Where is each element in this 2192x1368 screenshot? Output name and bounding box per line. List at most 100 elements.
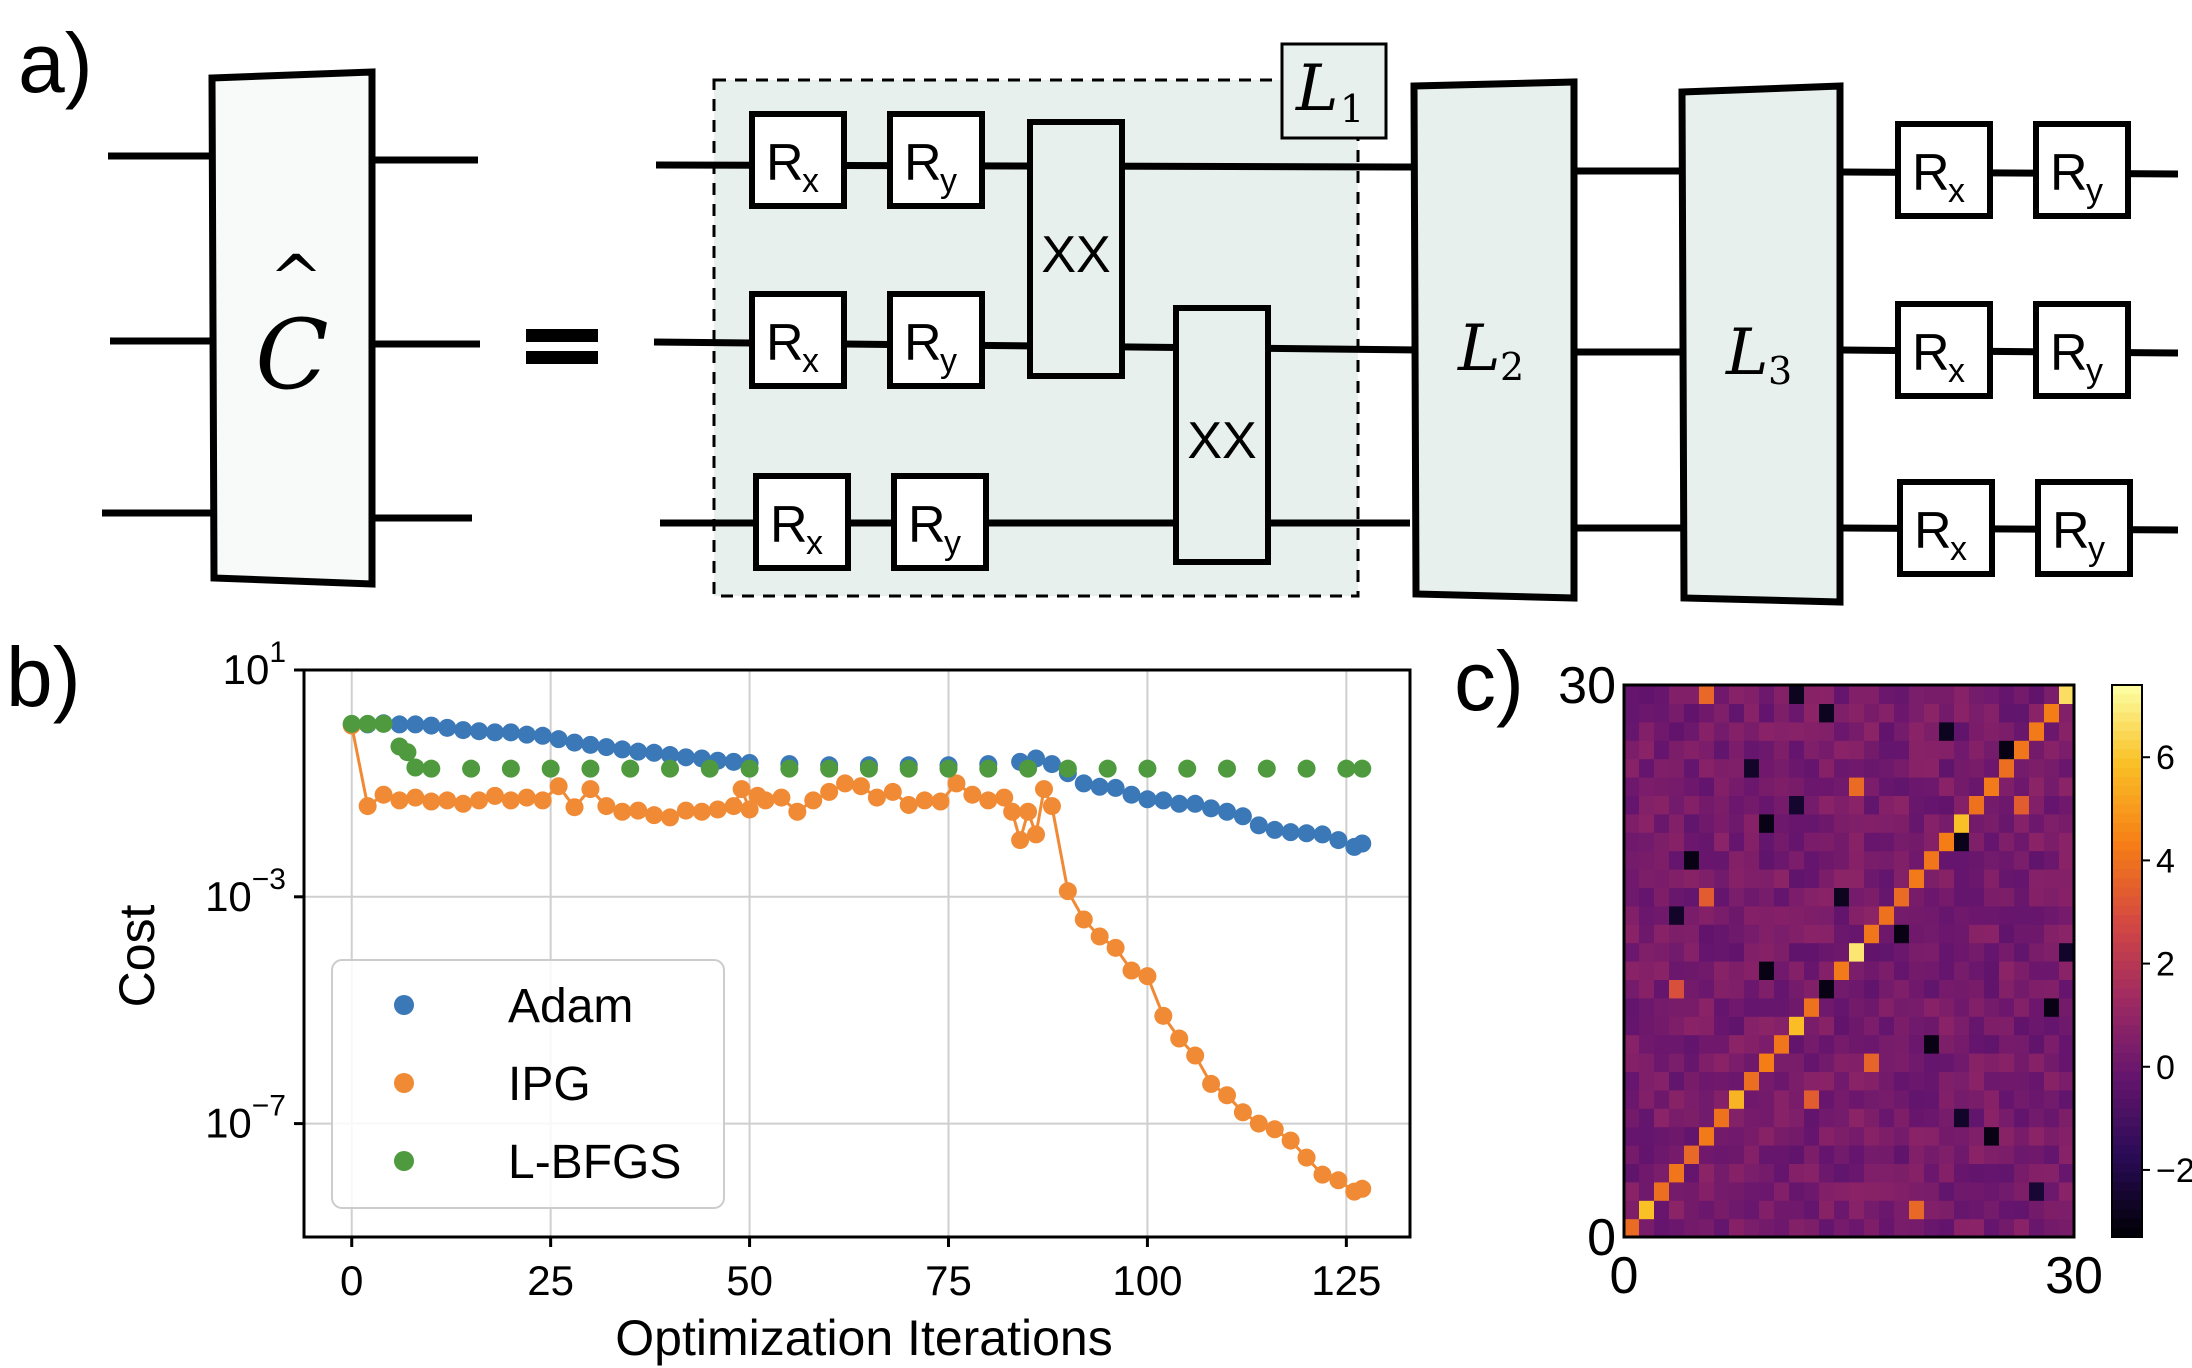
colorbar-segment bbox=[2112, 721, 2142, 732]
heatmap-cell bbox=[1789, 979, 1805, 999]
heatmap-cell bbox=[2014, 1016, 2030, 1036]
heatmap-cell bbox=[1639, 795, 1655, 815]
data-point bbox=[390, 715, 409, 734]
data-point bbox=[1154, 791, 1173, 810]
colorbar-segment bbox=[2112, 1209, 2142, 1220]
heatmap-cell bbox=[1774, 905, 1790, 925]
heatmap-cell bbox=[1984, 777, 2000, 796]
heatmap-cell bbox=[1744, 905, 1760, 925]
heatmap-cell bbox=[1849, 1163, 1865, 1183]
heatmap-cell bbox=[1714, 1071, 1730, 1091]
heatmap-cell bbox=[1759, 685, 1775, 704]
heatmap-cell bbox=[1774, 1034, 1790, 1054]
heatmap-cell bbox=[1714, 1181, 1730, 1201]
heatmap-cell bbox=[1699, 1163, 1715, 1183]
heatmap-cell bbox=[1999, 685, 2015, 704]
heatmap-cell bbox=[1894, 1108, 1910, 1128]
data-point bbox=[438, 718, 457, 737]
heatmap-cell bbox=[1639, 961, 1655, 980]
heatmap-cell bbox=[2059, 942, 2075, 962]
svg-text:R: R bbox=[904, 314, 942, 372]
heatmap-cell bbox=[1699, 1034, 1715, 1054]
heatmap-cell bbox=[1774, 758, 1790, 778]
heatmap-cell bbox=[1999, 1145, 2015, 1164]
heatmap-cell bbox=[1924, 685, 1940, 704]
heatmap-cell bbox=[1774, 1218, 1790, 1238]
heatmap-cell bbox=[2014, 1108, 2030, 1128]
heatmap-cell bbox=[1999, 887, 2015, 907]
heatmap-cell bbox=[1624, 795, 1640, 815]
heatmap-cell bbox=[2044, 685, 2060, 704]
heatmap-cell bbox=[1759, 832, 1775, 852]
heatmap-cell bbox=[1639, 1034, 1655, 1054]
svg-text:R: R bbox=[766, 134, 804, 192]
heatmap-cell bbox=[1804, 979, 1820, 999]
data-point bbox=[724, 797, 743, 816]
heatmap-cell bbox=[1969, 1108, 1985, 1128]
data-point bbox=[931, 792, 950, 811]
heatmap-cell bbox=[1864, 1218, 1880, 1238]
data-point bbox=[661, 808, 680, 827]
data-point bbox=[1313, 1165, 1332, 1184]
svg-text:x: x bbox=[802, 162, 819, 200]
heatmap-cell bbox=[1819, 740, 1835, 760]
data-point bbox=[1034, 780, 1053, 799]
heatmap-cell bbox=[1834, 1108, 1850, 1128]
heatmap-cell bbox=[1819, 703, 1835, 723]
heatmap-cell bbox=[1759, 905, 1775, 925]
ry-gate: R y bbox=[887, 291, 985, 389]
heatmap-cell bbox=[1879, 1089, 1895, 1109]
heatmap-cell bbox=[1924, 997, 1940, 1017]
heatmap-cell bbox=[1939, 1163, 1955, 1183]
heatmap-cell bbox=[1849, 685, 1865, 704]
heatmap-cell bbox=[1984, 924, 2000, 944]
legend-label: Adam bbox=[508, 980, 633, 1033]
colorbar-frame bbox=[2111, 684, 2143, 1238]
heatmap-cell bbox=[1849, 1108, 1865, 1128]
heatmap-cell bbox=[1729, 979, 1745, 999]
heatmap-cell bbox=[1684, 979, 1700, 999]
heatmap-cell bbox=[1894, 850, 1910, 870]
heatmap-cell bbox=[1909, 1145, 1925, 1164]
heatmap-cell bbox=[1684, 703, 1700, 723]
heatmap-cell bbox=[1849, 850, 1865, 870]
data-point bbox=[780, 759, 799, 778]
heatmap-cell bbox=[2059, 1053, 2075, 1072]
heatmap-cell bbox=[1804, 832, 1820, 852]
heatmap-cell bbox=[1909, 1108, 1925, 1128]
heatmap-cell bbox=[1759, 703, 1775, 723]
heatmap-cell bbox=[1969, 1034, 1985, 1054]
data-point bbox=[708, 800, 727, 819]
heatmap-cell bbox=[2014, 1089, 2030, 1109]
heatmap-cell bbox=[1939, 832, 1955, 852]
heatmap-cell bbox=[1699, 869, 1715, 888]
heatmap-cell bbox=[1879, 997, 1895, 1017]
data-point bbox=[438, 791, 457, 810]
heatmap-cell bbox=[1819, 721, 1835, 741]
heatmap-cell bbox=[1759, 979, 1775, 999]
heatmap-cell bbox=[1699, 795, 1715, 815]
heatmap-cell bbox=[1789, 1163, 1805, 1183]
heatmap-cell bbox=[1819, 1089, 1835, 1109]
data-point bbox=[533, 791, 552, 810]
data-point bbox=[979, 791, 998, 810]
heatmap-cell bbox=[2029, 979, 2045, 999]
colorbar-segment bbox=[2112, 1163, 2142, 1174]
heatmap-cell bbox=[2029, 1016, 2045, 1036]
heatmap-cell bbox=[1939, 1108, 1955, 1128]
heatmap-cell bbox=[1639, 979, 1655, 999]
heatmap-cell bbox=[1714, 850, 1730, 870]
heatmap-cell bbox=[2014, 1126, 2030, 1146]
heatmap-cell bbox=[1804, 1053, 1820, 1072]
heatmap-cell bbox=[1984, 721, 2000, 741]
heatmap-cell bbox=[1849, 1016, 1865, 1036]
heatmap-cell bbox=[1624, 1053, 1640, 1072]
heatmap-cell bbox=[1684, 869, 1700, 888]
heatmap-cell bbox=[1999, 795, 2015, 815]
svg-text:R: R bbox=[2050, 144, 2088, 202]
data-point bbox=[1329, 831, 1348, 850]
heatmap-cell bbox=[1894, 777, 1910, 796]
heatmap-cell bbox=[1774, 942, 1790, 962]
heatmap-cell bbox=[1969, 1126, 1985, 1146]
heatmap-cell bbox=[1879, 1218, 1895, 1238]
